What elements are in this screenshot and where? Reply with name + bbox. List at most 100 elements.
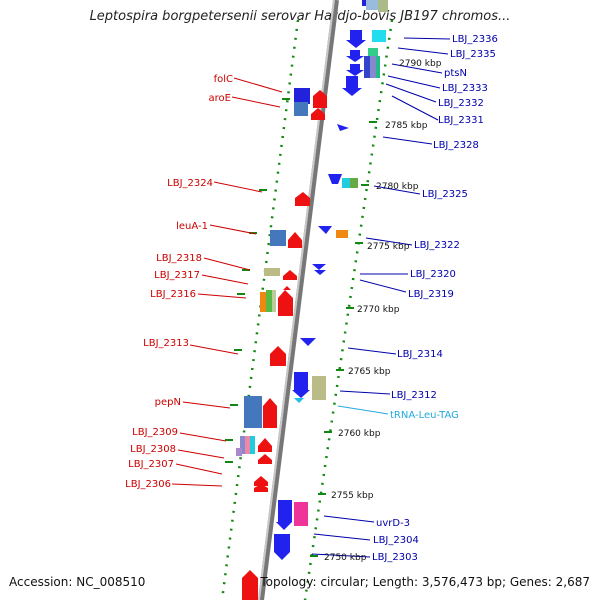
gene-ptsn xyxy=(364,56,370,78)
gene-lbj2307 xyxy=(258,454,272,464)
gene-label: aroE xyxy=(209,93,231,104)
gene-label: LBJ_2314 xyxy=(397,349,443,360)
gene-label: LBJ_2328 xyxy=(433,140,479,151)
gene-red-5 xyxy=(263,398,277,428)
gene-lbj2309-a xyxy=(240,436,245,454)
gene-uvrd3-b xyxy=(294,502,308,526)
gene-label: LBJ_2304 xyxy=(373,535,419,546)
gene-cluster-arrow4 xyxy=(342,76,362,96)
gene-lbj2328 xyxy=(337,124,349,131)
gene-bottom-red xyxy=(242,578,258,600)
gene-lbj2317 xyxy=(283,270,297,280)
gene-lbj2306 xyxy=(254,476,268,486)
gene-lbj2333 xyxy=(370,56,376,78)
gene-lbj2309-c xyxy=(250,436,255,454)
trna-callout xyxy=(337,405,389,415)
ruler-label: 2775 kbp xyxy=(367,242,410,252)
ruler-label: 2765 kbp xyxy=(348,367,391,377)
gene-label: uvrD-3 xyxy=(376,518,410,529)
gene-label: LBJ_2303 xyxy=(372,552,418,563)
gene-features xyxy=(236,0,388,600)
ruler-label: 2755 kbp xyxy=(331,491,374,501)
ruler-label: 2790 kbp xyxy=(399,59,442,69)
ruler-label: 2760 kbp xyxy=(338,429,381,439)
accession-text: Accession: NC_008510 xyxy=(9,575,146,589)
gene-label: leuA-1 xyxy=(176,221,208,232)
gene-label: LBJ_2309 xyxy=(132,427,178,438)
major-ticks xyxy=(225,59,379,557)
gene-label: LBJ_2335 xyxy=(450,49,496,60)
gene-lbj2325b xyxy=(350,178,358,188)
gene-label: LBJ_2333 xyxy=(442,83,488,94)
gene-label: tRNA-Leu-TAG xyxy=(390,410,459,421)
topology-text: Topology: circular; Length: 3,576,473 bp… xyxy=(260,575,590,589)
gene-label: pepN xyxy=(155,397,181,408)
gene-label: LBJ_2319 xyxy=(408,289,454,300)
gene-lbj2324 xyxy=(295,192,310,206)
right-callouts xyxy=(311,37,451,558)
gene-cluster-arrow2 xyxy=(346,50,364,62)
gene-pepn xyxy=(244,396,262,428)
gene-lbj2303 xyxy=(274,534,290,560)
gene-lbj2336b xyxy=(378,0,388,12)
gene-lbj2312-a xyxy=(294,372,308,392)
gene-red-4 xyxy=(278,290,293,316)
gene-label: LBJ_2336 xyxy=(452,34,498,45)
gene-label: LBJ_2307 xyxy=(128,459,174,470)
gene-uvrd3-a xyxy=(278,500,292,522)
gene-lbj2313 xyxy=(270,346,286,366)
gene-label: LBJ_2322 xyxy=(414,240,460,251)
right-gene-labels: LBJ_2336 LBJ_2335 ptsN LBJ_2333 LBJ_2332… xyxy=(372,34,498,563)
ruler-label: 2780 kbp xyxy=(376,182,419,192)
gene-label: LBJ_2312 xyxy=(391,390,437,401)
gene-cluster-arrow1 xyxy=(346,30,366,48)
gene-lbj2336 xyxy=(366,0,380,10)
left-callouts xyxy=(171,77,283,487)
gene-lbj2316-b xyxy=(266,290,272,312)
gene-aroe xyxy=(294,102,308,116)
gene-lbj2322 xyxy=(336,230,348,238)
ruler-label: 2785 kbp xyxy=(385,121,428,131)
gene-label: LBJ_2313 xyxy=(143,338,189,349)
gene-lbj2304 xyxy=(276,522,292,530)
gene-red-1 xyxy=(313,90,327,108)
gene-cluster-arrow3 xyxy=(346,64,364,76)
gene-lbj2314 xyxy=(300,338,316,346)
gene-lbj2335 xyxy=(372,30,386,42)
gene-label: LBJ_2324 xyxy=(167,178,213,189)
gene-lbj2309-b xyxy=(245,436,250,454)
gene-label: LBJ_2308 xyxy=(130,444,176,455)
ruler-label: 2750 kbp xyxy=(324,553,367,563)
gene-trna xyxy=(294,398,304,403)
gene-label: LBJ_2316 xyxy=(150,289,196,300)
gene-lbj2325a xyxy=(342,178,350,188)
gene-lbj2325-arrow xyxy=(328,174,342,184)
left-gene-labels: folC aroE LBJ_2324 leuA-1 LBJ_2318 LBJ_2… xyxy=(125,74,233,490)
ruler-label: 2770 kbp xyxy=(357,305,400,315)
gene-label: LBJ_2331 xyxy=(438,115,484,126)
gene-lbj2316-c xyxy=(272,290,276,312)
gene-lbj2312-b xyxy=(312,376,326,400)
gene-lbj2320 xyxy=(312,264,326,270)
gene-lbj2318 xyxy=(264,268,280,276)
gene-label: LBJ_2317 xyxy=(154,270,200,281)
ruler-labels: 2790 kbp 2785 kbp 2780 kbp 2775 kbp 2770… xyxy=(324,59,442,563)
gene-label: folC xyxy=(214,74,233,85)
gene-red-2 xyxy=(311,108,325,120)
gene-label: LBJ_2325 xyxy=(422,189,468,200)
gene-leua1 xyxy=(270,230,286,246)
gene-lbj2332 xyxy=(376,56,380,78)
gene-label: LBJ_2306 xyxy=(125,479,171,490)
gene-lbj2316-a xyxy=(260,292,266,312)
map-title: Leptospira borgpetersenii serovar Hardjo… xyxy=(89,9,511,24)
gene-lbj2322-arrow xyxy=(318,226,332,234)
gene-lbj2308 xyxy=(258,438,272,452)
gene-red-3 xyxy=(288,232,302,248)
gene-label: LBJ_2320 xyxy=(410,269,456,280)
gene-label: LBJ_2332 xyxy=(438,98,484,109)
gene-label: ptsN xyxy=(444,68,467,79)
gene-label: LBJ_2318 xyxy=(156,253,202,264)
tick-track-left xyxy=(220,19,300,600)
